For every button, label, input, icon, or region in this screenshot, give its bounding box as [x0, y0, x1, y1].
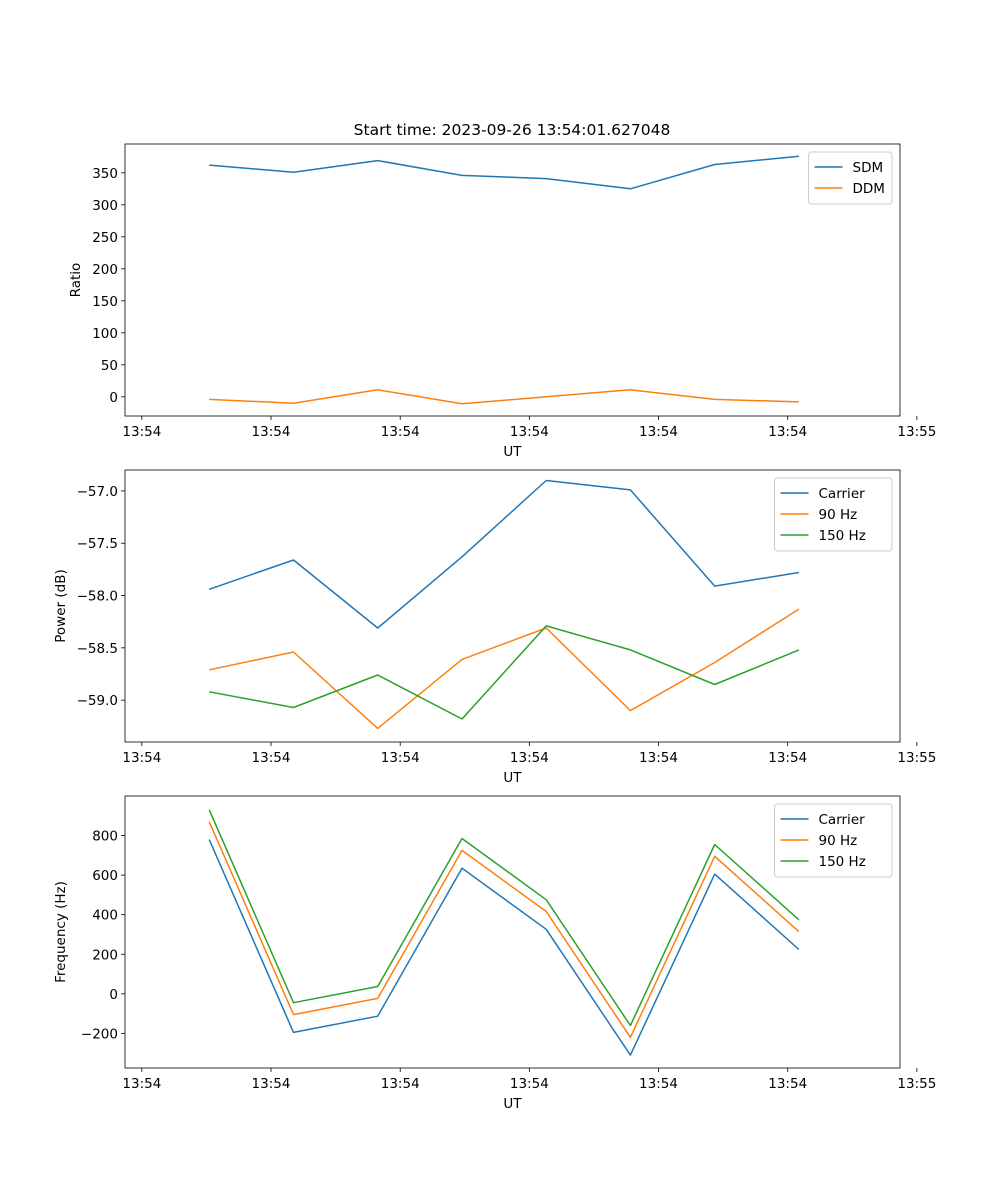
y-axis-label: Ratio — [68, 263, 84, 298]
x-tick-label: 13:55 — [897, 1076, 936, 1092]
y-tick-label: 150 — [92, 294, 118, 310]
y-tick-label: 250 — [92, 230, 118, 246]
x-axis-label: UT — [503, 770, 522, 786]
series-line-90-hz — [208, 821, 800, 1039]
y-tick-label: 0 — [109, 987, 118, 1003]
legend-label: SDM — [853, 160, 884, 176]
legend-label: Carrier — [819, 486, 866, 502]
legend-box — [774, 803, 893, 878]
y-tick-label: 600 — [92, 868, 118, 884]
x-tick-label: 13:54 — [510, 424, 549, 440]
x-tick-label: 13:54 — [381, 750, 420, 766]
y-tick-label: 100 — [92, 326, 118, 342]
legend-label: 90 Hz — [819, 833, 858, 849]
series-line-150-hz — [209, 625, 800, 720]
y-tick-label: 300 — [92, 198, 118, 214]
y-axis-label: Power (dB) — [53, 569, 69, 642]
y-tick-label: −59.0 — [77, 693, 118, 709]
legend-label: 90 Hz — [819, 507, 858, 523]
axes-frame — [124, 795, 901, 1069]
y-tick-label: −58.0 — [77, 589, 118, 605]
legend-label: 150 Hz — [819, 528, 866, 544]
series-line-sdm — [209, 155, 799, 190]
x-tick-label: 13:54 — [381, 1076, 420, 1092]
series-line-carrier — [208, 839, 800, 1056]
x-tick-label: 13:54 — [510, 750, 549, 766]
legend: Carrier 90 Hz 150 Hz — [774, 477, 893, 552]
x-tick-label: 13:54 — [768, 750, 807, 766]
y-tick-label: 0 — [109, 390, 118, 406]
x-tick-label: 13:55 — [897, 424, 936, 440]
x-tick-label: 13:54 — [122, 1076, 161, 1092]
legend: SDM DDM — [808, 151, 893, 205]
x-tick-label: 13:54 — [252, 750, 291, 766]
legend-label: DDM — [853, 181, 885, 197]
axes-frame — [124, 143, 901, 417]
y-tick-label: −58.5 — [77, 641, 118, 657]
x-tick-label: 13:54 — [122, 424, 161, 440]
x-tick-label: 13:54 — [639, 1076, 678, 1092]
x-axis-label: UT — [503, 444, 522, 460]
series-line-150-hz — [208, 809, 800, 1027]
y-tick-label: −57.0 — [77, 484, 118, 500]
y-tick-label: 50 — [101, 358, 118, 374]
x-tick-label: 13:54 — [768, 424, 807, 440]
x-tick-label: 13:54 — [510, 1076, 549, 1092]
figure-title: Start time: 2023-09-26 13:54:01.627048 — [354, 121, 671, 139]
y-tick-label: 800 — [92, 829, 118, 845]
x-tick-label: 13:54 — [639, 424, 678, 440]
chart-panels: 13:54 13:54 13:54 13:54 13:54 13:54 13:55 0 50 10… — [53, 143, 936, 1112]
legend: Carrier 90 Hz 150 Hz — [774, 803, 893, 878]
y-tick-label: 350 — [92, 166, 118, 182]
y-tick-label: 400 — [92, 908, 118, 924]
y-tick-label: −57.5 — [77, 536, 118, 552]
series-line-90-hz — [209, 608, 800, 730]
y-tick-label: 200 — [92, 947, 118, 963]
legend-label: Carrier — [819, 812, 866, 828]
y-tick-label: 200 — [92, 262, 118, 278]
y-axis-label: Frequency (Hz) — [53, 881, 69, 983]
legend-box — [808, 151, 893, 205]
chart-panel-3: 13:54 13:54 13:54 13:54 13:54 13:54 13:55 −200 0… — [53, 795, 936, 1112]
chart-panel-1: 13:54 13:54 13:54 13:54 13:54 13:54 13:55 0 50 10… — [68, 143, 936, 460]
series-line-ddm — [209, 389, 799, 405]
series-line-carrier — [208, 479, 800, 629]
legend-label: 150 Hz — [819, 854, 866, 870]
x-axis-label: UT — [503, 1096, 522, 1112]
legend-box — [774, 477, 893, 552]
x-tick-label: 13:54 — [639, 750, 678, 766]
x-tick-label: 13:54 — [252, 1076, 291, 1092]
x-tick-label: 13:55 — [897, 750, 936, 766]
y-tick-label: −200 — [81, 1026, 118, 1042]
x-tick-label: 13:54 — [122, 750, 161, 766]
x-tick-label: 13:54 — [381, 424, 420, 440]
x-tick-label: 13:54 — [768, 1076, 807, 1092]
chart-panel-2: 13:54 13:54 13:54 13:54 13:54 13:54 13:55 −59.0… — [53, 469, 936, 786]
x-tick-label: 13:54 — [252, 424, 291, 440]
axes-frame — [124, 469, 901, 743]
